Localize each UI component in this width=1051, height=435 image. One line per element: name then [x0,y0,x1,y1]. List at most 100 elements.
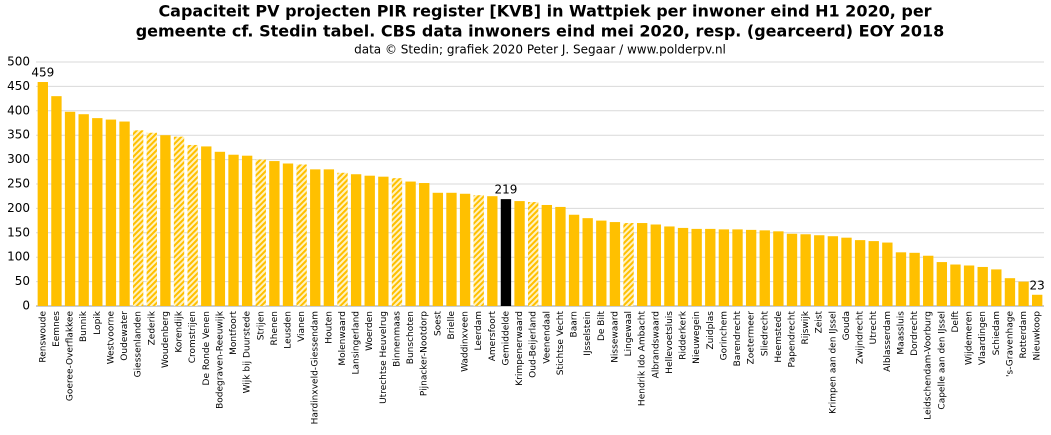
bar [718,229,730,306]
x-tick-label: Leusden [284,311,294,349]
y-tick-label: 500 [7,55,30,69]
bar [187,144,198,306]
x-tick-label: Hellevoetsluis [665,311,675,374]
bar [963,265,975,306]
x-tick-label: Houten [324,311,334,344]
bar [201,146,212,306]
bar [541,204,552,306]
bar [337,172,348,306]
x-tick-label: Lingewaal [624,311,634,356]
bar [909,252,920,306]
x-tick-label: Vianen [297,311,307,342]
bar [841,237,852,306]
x-tick-label: Schiedam [992,311,1002,355]
bar [568,214,580,306]
x-tick-label: Bunschoten [406,311,416,364]
bar [650,224,661,306]
x-tick-label: Maassluis [896,311,906,355]
bar [132,130,144,306]
x-tick-label: Bodegraven-Reeuwijk [215,310,225,409]
x-tick-label: Lansingerland [352,311,362,375]
x-tick-label: Pijnacker-Nootdorp [420,311,430,396]
bar [432,192,444,306]
chart-subtitle: data © Stedin; grafiek 2020 Peter J. Seg… [354,43,726,57]
bar [459,193,471,306]
x-tick-label: Papendrecht [788,311,798,368]
x-tick-label: Hendrik Ido Ambacht [638,311,648,407]
y-tick-label: 200 [7,201,30,215]
y-tick-label: 450 [7,79,30,93]
x-tick-label: Zeist [815,311,825,334]
x-tick-label: Nieuwkoop [1033,311,1043,361]
x-tick-label: Eemnes [52,311,62,347]
x-tick-label: Zwijndrecht [856,311,866,365]
bar [705,228,716,306]
x-tick-label: Veenendaal [542,311,552,364]
data-label: 459 [31,66,54,80]
x-tick-label: Utrechtse Heuvelrug [379,311,389,404]
chart-title: gemeente cf. Stedin tabel. CBS data inwo… [136,22,945,41]
bar [1018,281,1029,306]
y-tick-label: 50 [15,274,30,288]
bar [214,151,226,306]
x-tick-label: Leerdam [474,311,484,350]
x-tick-label: Goeree-Overflakkee [66,311,76,402]
x-tick-label: Korendijk [175,310,185,352]
bar [378,176,389,306]
bar [923,255,934,306]
bar [241,155,253,306]
x-tick-label: Dordrecht [910,311,920,356]
bar [146,132,157,306]
x-tick-label: Rhenen [270,311,280,345]
bar [582,218,593,306]
x-tick-label: Alblasserdam [883,311,893,372]
bar [977,266,988,306]
bar [814,235,825,306]
bar [446,192,457,306]
bar [64,111,76,306]
bar [473,195,484,306]
bar [773,231,784,306]
x-tick-label: Amersfoort [488,311,498,362]
bar [405,181,416,306]
bar [609,222,621,306]
x-tick-label: Delft [951,311,961,333]
bar [350,174,362,306]
x-tick-label: Zuidplas [706,311,716,350]
x-tick-label: Heemstede [774,311,784,363]
bar [419,183,430,306]
x-tick-label: Wijdemeren [965,311,975,365]
bar [895,252,907,306]
bar [827,236,839,306]
bar [119,121,130,306]
bar [160,135,171,306]
x-tick-label: Gorinchem [719,311,729,360]
x-tick-label: Nieuwegein [692,311,702,364]
bar [677,227,689,306]
bar [282,163,294,306]
bar [936,262,948,306]
x-tick-label: Westvoorne [106,311,116,365]
bar [745,229,757,306]
x-tick-label: Baarn [570,311,580,337]
x-tick-label: De Ronde Venen [202,311,212,385]
bar [759,230,770,306]
x-tick-label: Brielle [447,311,457,340]
data-label: 219 [494,183,517,197]
x-tick-label: Soest [433,311,443,336]
bar [596,220,607,306]
y-tick-label: 150 [7,225,30,239]
x-tick-label: Gouda [842,311,852,340]
bar [854,240,866,306]
bar [800,234,811,306]
x-tick-label: Oudewater [120,311,130,361]
bar [636,223,648,306]
x-tick-label: Binnenmaas [392,311,402,367]
bar [323,169,335,306]
x-tick-label: Vlaardingen [978,311,988,365]
x-tick-label: Rotterdam [1019,311,1029,359]
x-tick-label: Molenwaard [338,311,348,366]
bar [1032,294,1043,306]
x-tick-label: Stichtse Vecht [556,311,566,376]
